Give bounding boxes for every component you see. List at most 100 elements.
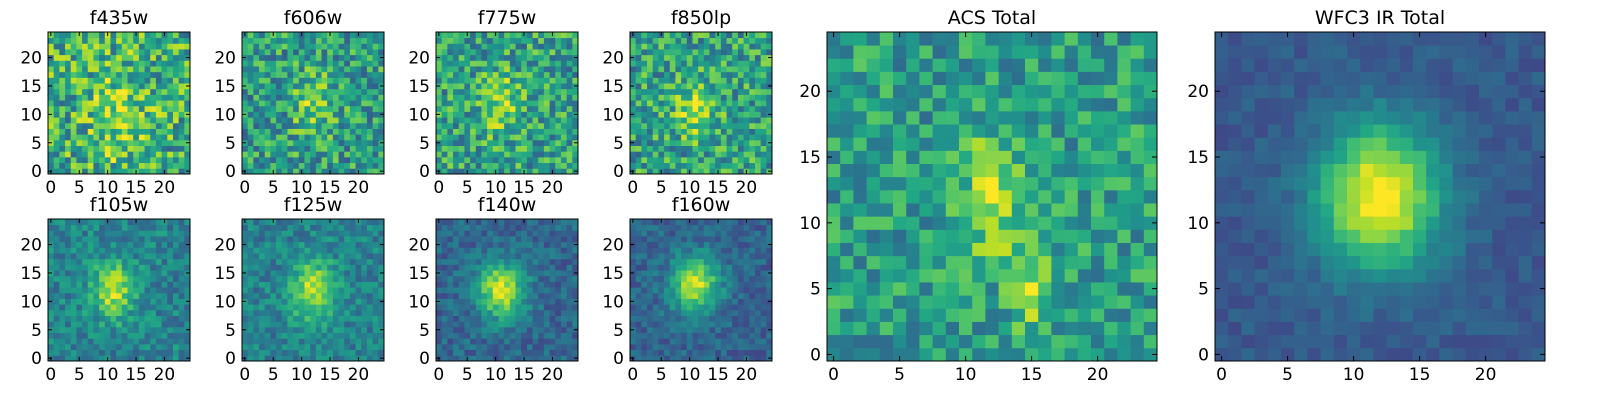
heatmap-cell (675, 281, 682, 288)
heatmap-cell (526, 128, 533, 135)
heatmap-cell (110, 66, 117, 73)
heatmap-cell (498, 168, 505, 175)
heatmap-cell (686, 37, 693, 44)
heatmap-cell (172, 236, 180, 243)
heatmap-cell (287, 258, 294, 265)
heatmap-cell (315, 32, 322, 39)
heatmap-cell (732, 151, 739, 158)
heatmap-cell (344, 287, 351, 294)
heatmap-cell (48, 94, 55, 101)
heatmap-cell (447, 71, 454, 78)
y-tick-label: 5 (225, 321, 236, 341)
heatmap-cell (82, 117, 89, 124)
heatmap-cell (338, 332, 345, 339)
heatmap-cell (76, 71, 83, 78)
heatmap-cell (298, 349, 305, 356)
heatmap-cell (566, 71, 573, 78)
heatmap-cell (361, 151, 368, 158)
heatmap-cell (372, 156, 379, 164)
heatmap-cell (315, 326, 322, 333)
heatmap-cell (332, 253, 339, 260)
heatmap-cell (441, 71, 448, 78)
heatmap-cell (515, 145, 522, 152)
heatmap-cell (543, 230, 550, 237)
heatmap-cell (572, 32, 579, 39)
heatmap-cell (281, 83, 288, 90)
heatmap-cell (692, 332, 699, 339)
heatmap-cell (121, 258, 128, 265)
heatmap-cell (287, 355, 294, 362)
heatmap-cell (447, 287, 454, 294)
heatmap-cell (441, 32, 448, 39)
heatmap-cell (492, 224, 499, 231)
heatmap-cell (658, 128, 665, 135)
heatmap-cell (669, 281, 676, 288)
heatmap-cell (635, 111, 642, 118)
heatmap-cell (658, 122, 665, 129)
heatmap-cell (487, 139, 494, 146)
heatmap-cell (65, 309, 72, 316)
heatmap-cell (110, 88, 117, 95)
y-tick-label: 15 (214, 264, 236, 284)
heatmap-cell (110, 111, 117, 118)
heatmap-cell (737, 32, 744, 39)
heatmap-cell (560, 224, 568, 231)
heatmap-cell (464, 241, 471, 248)
heatmap-cell (487, 145, 494, 152)
heatmap-cell (737, 117, 744, 124)
heatmap-cell (652, 315, 659, 322)
heatmap-cell (652, 275, 659, 282)
heatmap-cell (338, 247, 345, 254)
heatmap-cell (543, 151, 550, 158)
heatmap-cell (647, 54, 654, 61)
heatmap-cell (93, 264, 100, 271)
heatmap-cell (726, 343, 733, 351)
heatmap-cell (172, 37, 180, 44)
heatmap-cell (366, 54, 374, 61)
heatmap-cell (59, 54, 66, 61)
heatmap-cell (281, 43, 288, 50)
heatmap-cell (298, 88, 305, 95)
heatmap-cell (144, 111, 151, 118)
heatmap-cell (155, 224, 162, 231)
heatmap-cell (361, 258, 368, 265)
heatmap-cell (441, 88, 448, 95)
heatmap-cell (498, 236, 505, 243)
heatmap-cell (366, 253, 374, 260)
heatmap-cell (492, 128, 499, 135)
heatmap-cell (475, 315, 482, 322)
heatmap-cell (344, 77, 351, 84)
heatmap-cell (310, 134, 317, 141)
heatmap-cell (327, 139, 334, 146)
heatmap-cell (754, 343, 762, 351)
heatmap-cell (259, 309, 266, 316)
heatmap-cell (321, 270, 328, 277)
heatmap-cell (167, 332, 174, 339)
heatmap-cell (743, 94, 750, 101)
heatmap-cell (464, 128, 471, 135)
heatmap-cell (549, 253, 556, 260)
heatmap-cell (70, 241, 77, 248)
heatmap-cell (521, 100, 528, 107)
heatmap-cell (65, 49, 72, 56)
heatmap-cell (509, 236, 516, 243)
heatmap-cell (48, 77, 55, 84)
heatmap-cell (458, 122, 465, 129)
heatmap-cell (566, 66, 573, 73)
heatmap-cell (104, 326, 111, 333)
heatmap-cell (492, 247, 499, 254)
heatmap-cell (720, 105, 727, 112)
heatmap-cell (372, 253, 379, 260)
heatmap-cell (635, 94, 642, 101)
heatmap-cell (498, 281, 505, 288)
heatmap-cell (566, 162, 573, 169)
heatmap-cell (270, 275, 277, 282)
heatmap-cell (264, 71, 271, 78)
heatmap-cell (720, 281, 727, 288)
heatmap-cell (184, 117, 191, 124)
heatmap-cell (504, 224, 511, 231)
heatmap-cell (65, 71, 72, 78)
heatmap-cell (150, 134, 157, 141)
heatmap-cell (737, 54, 744, 61)
heatmap-cell (504, 151, 511, 158)
